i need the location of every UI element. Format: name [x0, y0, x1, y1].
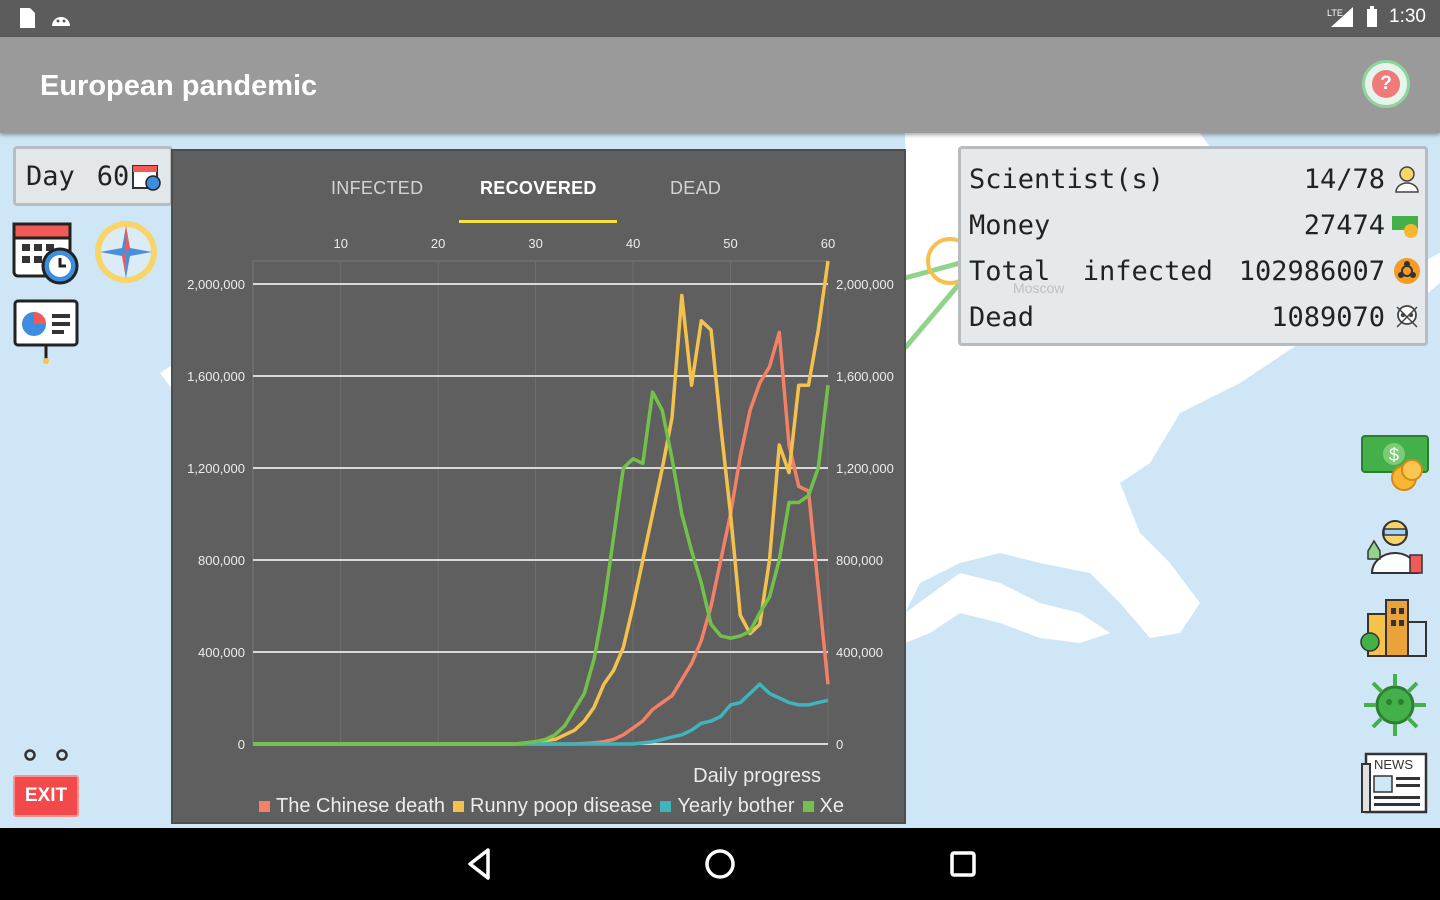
legend-swatch	[259, 801, 270, 812]
x-tick-label: 40	[626, 236, 640, 251]
app-bar: European pandemic ?	[0, 37, 1440, 133]
legend-item: The Chinese death	[259, 795, 445, 818]
page-dots	[24, 749, 68, 761]
day-counter: Day 60	[13, 146, 173, 206]
stat-label: Scientist(s)	[969, 163, 1165, 195]
recents-icon[interactable]	[945, 846, 981, 882]
plot-area	[252, 260, 829, 745]
y-tick-label-right: 0	[836, 737, 843, 752]
status-bar: LTE 1:30	[0, 0, 1440, 37]
x-tick-label: 30	[528, 236, 542, 251]
day-label: Day	[26, 160, 75, 192]
y-tick-label-right: 1,200,000	[836, 461, 894, 476]
legend-label: The Chinese death	[276, 795, 446, 817]
help-icon: ?	[1372, 70, 1400, 98]
stat-row-money: Money 27474	[969, 203, 1425, 247]
skull-icon	[1396, 305, 1418, 328]
tab-recovered[interactable]: RECOVERED	[480, 178, 597, 198]
tab-dead[interactable]: DEAD	[670, 178, 722, 198]
navigation-bar	[0, 828, 1440, 900]
status-time: 1:30	[1389, 6, 1426, 27]
day-value: 60	[96, 160, 130, 192]
y-tick-label-right: 1,600,000	[836, 369, 894, 384]
series-line	[253, 260, 830, 746]
legend-item: Yearly bother	[660, 795, 795, 818]
android-icon	[52, 17, 70, 26]
legend-swatch	[660, 801, 672, 812]
home-icon[interactable]	[702, 846, 738, 882]
signal-icon: LTE	[1327, 7, 1354, 27]
stat-row-infected: Total infected 102986007	[969, 249, 1425, 293]
y-tick-label-right: 400,000	[836, 645, 883, 660]
legend-swatch	[802, 801, 814, 812]
legend-label: Runny poop disease	[470, 795, 653, 817]
y-tick-label-left: 2,000,000	[187, 277, 245, 292]
legend-item: Xe	[802, 795, 844, 818]
calendar-small-icon	[132, 165, 162, 191]
series-line	[253, 384, 830, 746]
page-title: European pandemic	[40, 70, 318, 102]
chart-description: Daily progress	[693, 765, 821, 787]
stat-row-scientists: Scientist(s) 14/78	[969, 157, 1425, 201]
news-label: NEWS	[1374, 757, 1413, 772]
chart-legend: The Chinese death Runny poop disease Yearl…	[259, 795, 908, 818]
help-button[interactable]: ?	[1362, 60, 1410, 108]
y-tick-label-left: 0	[238, 737, 245, 752]
y-tick-label-left: 1,200,000	[187, 461, 245, 476]
line-chart: 10 20 30 40 50 60 0 0 400,000 400,000 800,000 800,0…	[187, 236, 894, 752]
stat-label: Money	[969, 209, 1051, 241]
series-line	[253, 330, 830, 746]
money-icon	[1392, 216, 1418, 238]
biohazard-icon	[1394, 258, 1420, 284]
tab-infected[interactable]: INFECTED	[331, 178, 424, 198]
compass-icon[interactable]	[92, 218, 160, 286]
x-tick-label: 60	[821, 236, 835, 251]
chart-panel: INFECTED RECOVERED DEAD 10 20 30 40 50 60 0 0 40…	[171, 149, 906, 824]
legend-label: Yearly bother	[677, 795, 795, 817]
tab-active-indicator	[459, 220, 617, 223]
virus-icon[interactable]	[1360, 670, 1430, 740]
stat-value: 27474	[1303, 209, 1385, 241]
y-tick-label-left: 1,600,000	[187, 369, 245, 384]
svg-text:$: $	[1389, 445, 1399, 465]
money-coins-icon[interactable]: $	[1360, 434, 1430, 496]
scientist-lab-icon[interactable]	[1362, 515, 1428, 575]
y-tick-label-left: 800,000	[198, 553, 245, 568]
network-label: LTE	[1327, 8, 1343, 18]
y-tick-label-right: 2,000,000	[836, 277, 894, 292]
newspaper-icon[interactable]: NEWS	[1360, 750, 1430, 816]
stat-label: Dead	[969, 301, 1035, 333]
scientist-icon	[1395, 166, 1419, 193]
sd-card-icon	[20, 8, 35, 28]
legend-item: Runny poop disease	[453, 795, 652, 818]
legend-swatch	[453, 801, 465, 812]
legend-label: Xe	[819, 795, 844, 817]
exit-button[interactable]: EXIT	[13, 775, 79, 817]
y-tick-label-left: 400,000	[198, 645, 245, 660]
y-tick-label-right: 800,000	[836, 553, 883, 568]
series-line	[253, 682, 829, 746]
presentation-chart-icon[interactable]	[12, 298, 80, 366]
stats-panel: Scientist(s) 14/78 Money 27474 Total inf…	[958, 146, 1428, 346]
stat-label: Total infected	[969, 255, 1213, 287]
stat-value: 1089070	[1271, 301, 1385, 333]
x-tick-label: 10	[333, 236, 347, 251]
calendar-clock-icon[interactable]	[12, 218, 80, 286]
stat-row-dead: Dead 1089070	[969, 295, 1425, 339]
x-tick-label: 20	[431, 236, 445, 251]
map-city-label: Moscow	[1013, 280, 1065, 296]
stat-value: 14/78	[1303, 163, 1385, 195]
city-buildings-icon[interactable]	[1360, 592, 1430, 658]
x-tick-label: 50	[723, 236, 737, 251]
back-icon[interactable]	[462, 846, 498, 882]
battery-icon	[1367, 6, 1378, 27]
stat-value: 102986007	[1238, 255, 1385, 287]
chart-tabs: INFECTED RECOVERED DEAD	[173, 151, 908, 226]
